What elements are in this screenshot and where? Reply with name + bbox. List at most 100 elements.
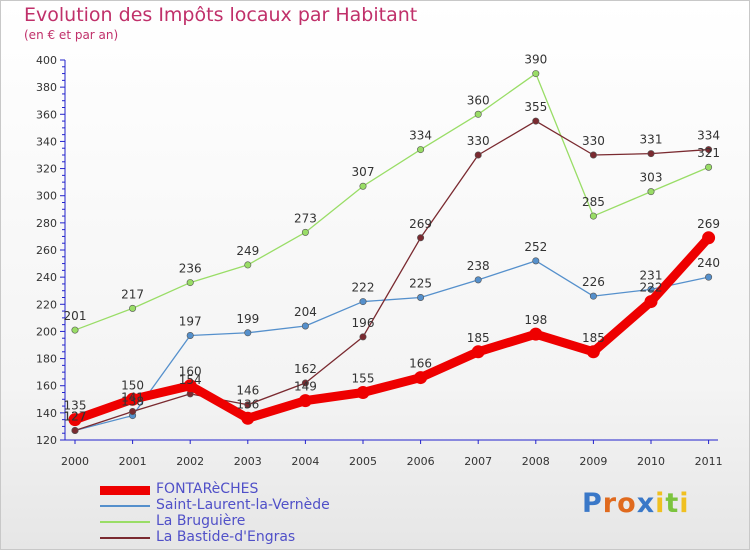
data-point [417, 293, 425, 301]
data-point [647, 150, 655, 158]
data-point [414, 371, 428, 385]
data-point [244, 261, 252, 269]
data-point [705, 146, 713, 154]
data-point [241, 411, 255, 425]
data-point [532, 257, 540, 265]
y-tick-label: 320 [36, 163, 57, 176]
data-point [129, 304, 137, 312]
x-tick-label: 2000 [61, 455, 89, 468]
x-tick-label: 2006 [407, 455, 435, 468]
data-label: 222 [352, 281, 375, 295]
data-point [359, 333, 367, 341]
y-tick-label: 240 [36, 271, 57, 284]
data-label: 146 [236, 384, 259, 398]
data-label: 199 [236, 312, 259, 326]
data-point [589, 292, 597, 300]
y-tick-label: 140 [36, 407, 57, 420]
data-point [301, 228, 309, 236]
y-tick-label: 360 [36, 108, 57, 121]
data-label: 303 [640, 171, 663, 185]
data-point [471, 345, 485, 359]
data-label: 201 [64, 309, 87, 323]
proxiti-logo: Proxiti [582, 488, 690, 519]
x-tick-label: 2010 [637, 455, 665, 468]
data-point [474, 151, 482, 159]
series-line-3 [74, 120, 710, 432]
y-tick-label: 120 [36, 434, 57, 447]
data-point [647, 285, 655, 293]
legend-label-saint-laurent: Saint-Laurent-la-Vernède [156, 497, 330, 513]
data-point [474, 110, 482, 118]
data-point [589, 151, 597, 159]
logo-letter: r [602, 488, 618, 519]
legend-label-la-bastide: La Bastide-d'Engras [156, 529, 296, 545]
data-label: 231 [640, 268, 663, 282]
y-tick-label: 220 [36, 298, 57, 311]
data-point [359, 182, 367, 190]
data-label: 334 [409, 129, 432, 143]
data-label: 225 [409, 277, 432, 291]
data-label: 360 [467, 93, 490, 107]
data-point [71, 426, 79, 434]
legend-label-fontareches: FONTARèCHES [156, 481, 259, 497]
data-point [586, 345, 600, 359]
series-line-2 [74, 72, 710, 331]
data-label: 138 [121, 395, 144, 409]
data-label: 160 [179, 365, 202, 379]
data-label: 135 [64, 399, 87, 413]
y-tick-label: 380 [36, 81, 57, 94]
data-label: 226 [582, 275, 605, 289]
data-point [644, 295, 658, 309]
data-label: 197 [179, 315, 202, 329]
data-label: 330 [582, 134, 605, 148]
x-tick-label: 2008 [522, 455, 550, 468]
data-point [589, 212, 597, 220]
data-point [183, 379, 197, 393]
data-point [186, 331, 194, 339]
logo-letter: t [665, 488, 680, 519]
data-label: 390 [524, 53, 547, 67]
y-tick-label: 300 [36, 190, 57, 203]
data-point [417, 146, 425, 154]
data-label: 285 [582, 195, 605, 209]
data-point [474, 276, 482, 284]
x-tick-label: 2001 [119, 455, 147, 468]
logo-letter: x [636, 488, 656, 519]
legend-swatch-saint-laurent [100, 505, 150, 507]
legend-swatch-fontareches [100, 486, 150, 495]
data-label: 238 [467, 259, 490, 273]
series-line-0 [70, 233, 714, 425]
data-label: 236 [179, 262, 202, 276]
y-tick-label: 280 [36, 217, 57, 230]
y-tick-label: 160 [36, 380, 57, 393]
data-point [529, 327, 543, 341]
logo-letter: i [679, 488, 690, 519]
data-point [71, 326, 79, 334]
data-label: 269 [409, 217, 432, 231]
x-tick-label: 2002 [176, 455, 204, 468]
data-label: 185 [582, 331, 605, 345]
data-label: 307 [352, 165, 375, 179]
data-point [359, 298, 367, 306]
chart-title: Evolution des Impôts locaux par Habitant [24, 4, 418, 26]
legend-swatch-la-bruguiere [100, 521, 150, 523]
data-label: 269 [697, 217, 720, 231]
data-point [705, 273, 713, 281]
data-label: 127 [64, 410, 87, 424]
data-point [68, 413, 82, 427]
data-label: 196 [352, 316, 375, 330]
data-label: 249 [236, 244, 259, 258]
data-point [186, 279, 194, 287]
data-label: 154 [179, 373, 202, 387]
data-point [244, 401, 252, 409]
data-label: 321 [697, 146, 720, 160]
y-tick-label: 400 [36, 54, 57, 67]
x-tick-label: 2003 [234, 455, 262, 468]
data-label: 240 [697, 256, 720, 270]
data-point [126, 392, 140, 406]
data-label: 331 [640, 133, 663, 147]
x-tick-label: 2007 [464, 455, 492, 468]
data-label: 127 [64, 410, 87, 424]
data-label: 136 [236, 397, 259, 411]
